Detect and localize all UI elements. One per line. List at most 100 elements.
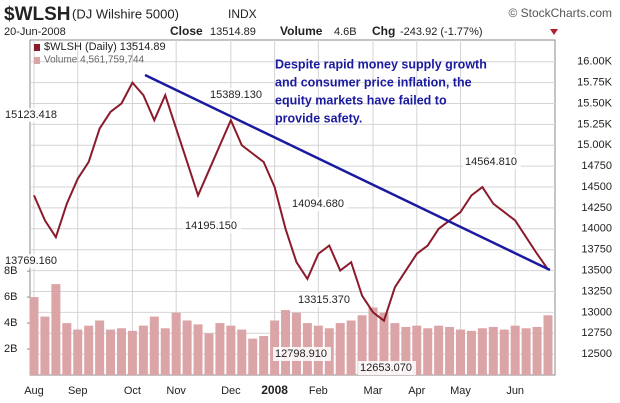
- x-tick-label: Feb: [309, 385, 328, 397]
- volume-bar: [281, 310, 291, 375]
- y-tick-label: 12750: [581, 327, 612, 339]
- x-tick-label: Oct: [124, 385, 141, 397]
- y-tick-label: 13500: [581, 264, 612, 276]
- volume-bar: [357, 315, 367, 375]
- volume-bar: [521, 328, 531, 375]
- exchange: INDX: [228, 7, 257, 21]
- volume-bar: [335, 323, 345, 375]
- volume-bar: [73, 329, 83, 375]
- volume-bar: [510, 325, 520, 375]
- annotation: 14564.810: [465, 156, 517, 168]
- x-tick-label: 2008: [261, 383, 288, 397]
- volume-bar: [138, 325, 148, 375]
- stat-value: 4.6B: [334, 26, 357, 38]
- y2-tick-label: 6B: [4, 291, 17, 303]
- volume-bar: [401, 326, 411, 375]
- annotation-box: [290, 197, 348, 211]
- date: 20-Jun-2008: [4, 26, 66, 38]
- x-tick-label: Aug: [24, 385, 44, 397]
- note: Despite rapid money supply growth: [275, 57, 487, 71]
- volume-bar: [84, 325, 94, 375]
- annotation-box: [296, 293, 354, 307]
- trendline: [144, 73, 551, 272]
- volume-bar: [62, 323, 72, 375]
- y-tick-label: 14750: [581, 160, 612, 172]
- stat-value: 13514.89: [210, 26, 256, 38]
- volume-bar: [466, 330, 476, 375]
- note: and consumer price inflation, the: [275, 75, 472, 89]
- annotation-box: [463, 155, 521, 169]
- volume-bar: [379, 312, 389, 375]
- volume-bar: [116, 328, 126, 375]
- volume-bar: [106, 329, 116, 375]
- subtitle: (DJ Wilshire 5000): [72, 6, 179, 21]
- annotation: 12798.910: [275, 348, 327, 360]
- x-tick-label: Jun: [506, 385, 524, 397]
- annotation: 15389.130: [210, 89, 262, 101]
- volume-bar: [95, 320, 105, 375]
- volume-bar: [51, 284, 61, 375]
- x-tick-label: Nov: [166, 385, 186, 397]
- legend-label: Volume 4,561,759,744: [44, 55, 145, 66]
- x-tick-label: Sep: [68, 385, 88, 397]
- volume-bar: [434, 325, 444, 375]
- volume-bar: [477, 328, 487, 375]
- x-tick-label: Dec: [221, 385, 241, 397]
- annotation: 13315.370: [298, 294, 350, 306]
- y2-tick-label: 4B: [4, 317, 17, 329]
- volume-bar: [160, 328, 170, 375]
- y-tick-label: 15.75K: [577, 77, 613, 89]
- volume-bar: [532, 326, 542, 375]
- annotation: 15123.418: [5, 109, 57, 121]
- volume-bar: [193, 324, 203, 375]
- legend-icon: [34, 57, 40, 64]
- annotation-box: [273, 347, 331, 361]
- volume-bar: [543, 315, 553, 375]
- volume-bar: [346, 320, 356, 375]
- volume-bar: [29, 297, 39, 375]
- legend-label: $WLSH (Daily) 13514.89: [44, 41, 166, 53]
- price-line: [33, 80, 549, 323]
- y-tick-label: 14500: [581, 181, 612, 193]
- x-tick-label: Mar: [364, 385, 383, 397]
- y-tick-label: 15.25K: [577, 118, 613, 130]
- annotation-box: [358, 361, 416, 375]
- chart-title: $WLSH: [4, 4, 71, 25]
- note: equity markets have failed to: [275, 93, 447, 107]
- y-tick-label: 16.00K: [577, 56, 613, 68]
- legend-icon: [34, 44, 40, 51]
- volume-bar: [259, 336, 269, 375]
- annotation-box: [3, 108, 61, 122]
- x-tick-label: May: [450, 385, 471, 397]
- volume-bar: [488, 326, 498, 375]
- volume-bar: [237, 329, 247, 375]
- y2-tick-label: 8B: [4, 265, 17, 277]
- y-tick-label: 14250: [581, 202, 612, 214]
- stat-label: Volume: [280, 24, 323, 38]
- annotation-box: [208, 88, 266, 102]
- stat-value: -243.92 (-1.77%): [400, 26, 483, 38]
- x-tick-label: Apr: [408, 385, 425, 397]
- y-tick-label: 12500: [581, 348, 612, 360]
- source: © StockCharts.com: [508, 6, 612, 20]
- y-tick-label: 13000: [581, 306, 612, 318]
- plot-area: $WLSH (Daily) 13514.89 Volume 4,561,759,7…: [3, 39, 556, 376]
- volume-bar: [40, 316, 50, 375]
- y-tick-label: 14000: [581, 223, 612, 235]
- annotation-box: [3, 254, 61, 268]
- stat-label: Close: [170, 24, 203, 38]
- y-tick-label: 15.50K: [577, 97, 613, 109]
- volume-bar: [499, 329, 509, 375]
- volume-bar: [171, 312, 181, 375]
- down-arrow: [550, 29, 558, 35]
- volume-bar: [149, 316, 159, 375]
- volume-bar: [215, 323, 225, 375]
- volume-bar: [445, 326, 455, 375]
- volume-bar: [423, 328, 433, 375]
- volume-bar: [456, 329, 466, 375]
- volume-bar: [204, 333, 214, 375]
- annotation: 13769.160: [5, 255, 57, 267]
- volume-bar: [412, 325, 422, 375]
- annotation: 14195.150: [185, 220, 237, 232]
